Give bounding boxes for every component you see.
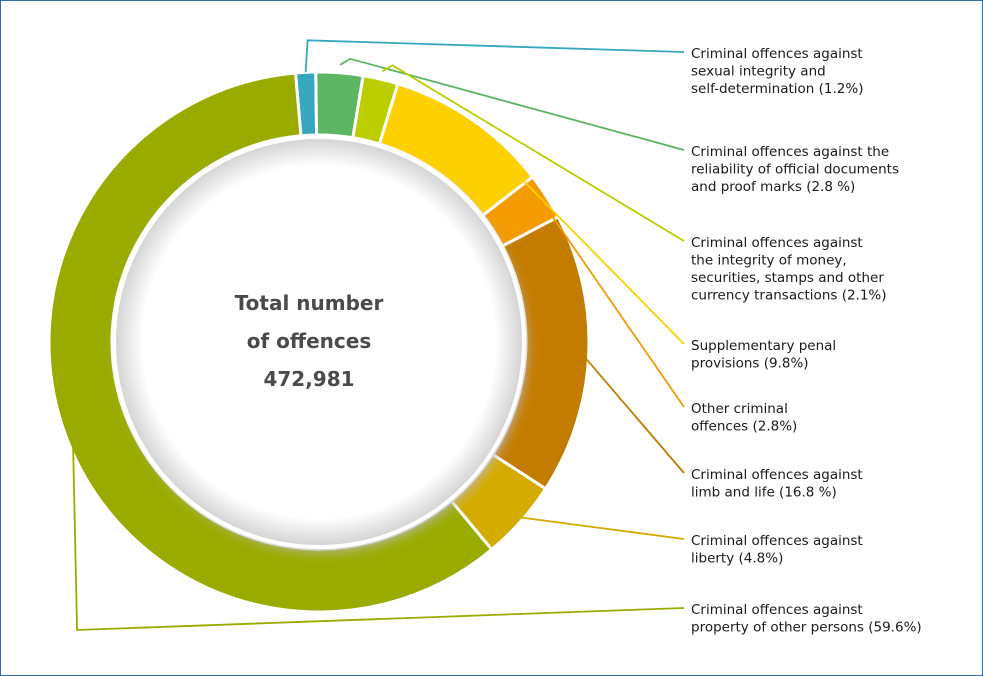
slice-label-line: the integrity of money, (691, 253, 847, 269)
leader-line (581, 353, 685, 474)
slice-label-line: securities, stamps and other (691, 270, 884, 286)
leader-line (540, 199, 685, 408)
slice-labels: Criminal offences against sexual integrit… (691, 46, 922, 636)
slice-label-line: Criminal offences against (691, 602, 863, 618)
slice-label: Criminal offences against limb and life (… (691, 467, 863, 501)
slice-label-line: Other criminal (691, 401, 788, 417)
slice-label: Criminal offences against sexual integrit… (691, 46, 863, 97)
leader-line (382, 64, 685, 242)
slice-label-line: Criminal offences against (691, 46, 863, 62)
slice-label-line: self-determination (1.2%) (691, 81, 863, 97)
slice-label-line: sexual integrity and (691, 64, 826, 80)
slice-label-line: Criminal offences against (691, 235, 863, 251)
donut-hole (112, 135, 526, 551)
slice-label-line: property of other persons (59.6%) (691, 620, 922, 636)
slice-label: Criminal offences against the integrity o… (691, 235, 887, 304)
leader-line (304, 39, 685, 73)
leader-line (72, 443, 685, 631)
donut-hole-fill (112, 135, 526, 549)
slice-label-line: Criminal offences against (691, 533, 863, 549)
center-label-total: 472,981 (263, 367, 354, 391)
slice-label-line: Criminal offences against the (691, 144, 889, 160)
slice-label: Criminal offences against property of oth… (691, 602, 922, 636)
slice-label-line: Criminal offences against (691, 467, 863, 483)
slice-label-line: offences (2.8%) (691, 419, 797, 435)
center-label-line-2: of offences (247, 329, 371, 353)
leader-line (515, 515, 685, 540)
leader-line (468, 124, 685, 345)
slice-label-line: provisions (9.8%) (691, 356, 809, 372)
slice-label: Other criminal offences (2.8%) (691, 401, 797, 435)
slice-label-line: reliability of official documents (691, 162, 899, 178)
slice-label-line: Supplementary penal (691, 338, 836, 354)
slice-label: Criminal offences against liberty (4.8%) (691, 533, 863, 567)
slice-label: Criminal offences against the reliability… (691, 144, 899, 195)
slice-label-line: liberty (4.8%) (691, 551, 783, 567)
center-label: Total number of offences 472,981 (235, 291, 384, 391)
leader-line (339, 57, 685, 151)
slice-label-line: and proof marks (2.8 %) (691, 179, 855, 195)
center-label-line-1: Total number (235, 291, 384, 315)
leader-lines (72, 39, 685, 631)
slice-label-line: limb and life (16.8 %) (691, 485, 837, 501)
slice-label-line: currency transactions (2.1%) (691, 288, 887, 304)
slice-label: Supplementary penal provisions (9.8%) (691, 338, 836, 372)
